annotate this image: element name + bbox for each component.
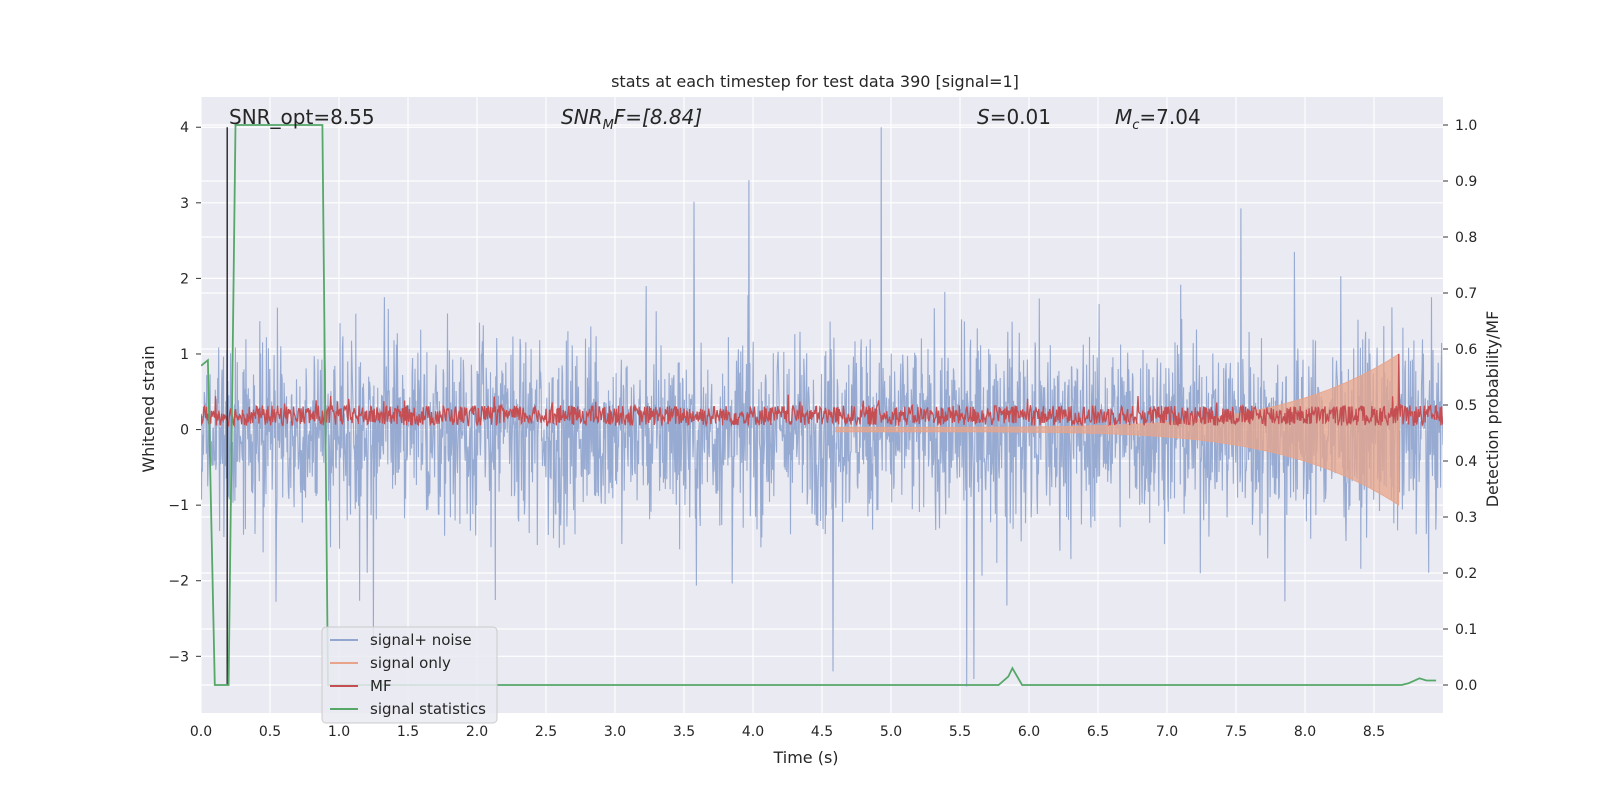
y-right-tick-label: 0.8: [1455, 230, 1477, 246]
x-tick-label: 6.0: [1018, 724, 1040, 740]
x-tick-label: 3.5: [673, 724, 695, 740]
tick-labels: 0.0 0.5 1.0 1.5 2.0 2.5 3.0 3.5 4.0 4.5 5.0 5.5 6.0 6…: [168, 118, 1477, 740]
legend-label-mf: MF: [370, 677, 392, 695]
x-tick-label: 0.5: [259, 724, 281, 740]
y-right-tick-label: 1.0: [1455, 118, 1477, 134]
y-left-tick-label: 2: [180, 271, 189, 287]
legend-label-signal-noise: signal+ noise: [370, 631, 472, 649]
y-axis-right-label: Detection probability/MF: [1483, 311, 1502, 508]
y-left-tick-label: 0: [180, 423, 189, 439]
y-left-tick-label: −2: [168, 574, 189, 590]
annotation-snr-opt: SNR_opt=8.55: [229, 105, 375, 129]
annotation-snr-mf-prefix: SNR: [561, 105, 603, 129]
x-tick-label: 7.0: [1156, 724, 1178, 740]
y-right-tick-label: 0.5: [1455, 398, 1477, 414]
y-right-tick-label: 0.3: [1455, 510, 1477, 526]
x-tick-label: 3.0: [604, 724, 626, 740]
x-tick-label: 6.5: [1087, 724, 1109, 740]
annotation-s-suffix: =0.01: [990, 105, 1051, 129]
x-axis-label: Time (s): [772, 748, 838, 767]
y-left-tick-label: −3: [168, 649, 189, 665]
x-tick-label: 0.0: [190, 724, 212, 740]
y-left-tick-label: 3: [180, 196, 189, 212]
annotation-mc-sub: c: [1132, 118, 1139, 133]
y-right-tick-label: 0.4: [1455, 454, 1477, 470]
y-right-tick-label: 0.1: [1455, 622, 1477, 638]
y-right-tick-label: 0.7: [1455, 286, 1477, 302]
legend-label-signal-only: signal only: [370, 654, 451, 672]
series-mf: [201, 353, 1443, 428]
x-tick-label: 8.0: [1294, 724, 1316, 740]
y-left-tick-label: −1: [168, 498, 189, 514]
annotation-mc: Mc=7.04: [1115, 105, 1201, 133]
series-signal-only: [835, 353, 1400, 506]
legend-box: [321, 626, 498, 724]
x-tick-label: 8.5: [1363, 724, 1385, 740]
x-tick-label: 7.5: [1225, 724, 1247, 740]
annotations: SNR_opt=8.55 SNRMF=[8.84] S=0.01 Mc=7.04: [229, 105, 1201, 133]
annotation-snr-mf-suffix: F=[8.84]: [614, 105, 702, 129]
grid-lines: [200, 97, 1443, 713]
chart-title: stats at each timestep for test data 390…: [611, 72, 1019, 91]
y-left-tick-label: 4: [180, 120, 189, 136]
annotation-s: S=0.01: [977, 105, 1051, 129]
x-tick-label: 5.5: [949, 724, 971, 740]
annotation-s-prefix: S: [977, 105, 990, 129]
legend: signal+ noise signal only MF signal stat…: [321, 626, 498, 724]
x-tick-label: 4.0: [742, 724, 764, 740]
annotation-snr-mf-sub: M: [603, 118, 614, 133]
y-left-tick-label: 1: [180, 347, 189, 363]
y-axis-left-label: Whitened strain: [139, 345, 158, 472]
y-right-tick-label: 0.6: [1455, 342, 1477, 358]
y-right-tick-label: 0.2: [1455, 566, 1477, 582]
annotation-mc-prefix: M: [1115, 105, 1132, 129]
annotation-snr-mf: SNRMF=[8.84]: [561, 105, 702, 133]
y-right-tick-label: 0.9: [1455, 174, 1477, 190]
x-tick-label: 1.5: [397, 724, 419, 740]
x-tick-label: 4.5: [811, 724, 833, 740]
x-tick-label: 2.0: [466, 724, 488, 740]
annotation-mc-suffix: =7.04: [1139, 105, 1200, 129]
y-right-tick-label: 0.0: [1455, 678, 1477, 694]
x-tick-label: 1.0: [328, 724, 350, 740]
legend-label-signal-statistics: signal statistics: [370, 700, 486, 718]
x-tick-label: 2.5: [535, 724, 557, 740]
x-tick-label: 5.0: [880, 724, 902, 740]
